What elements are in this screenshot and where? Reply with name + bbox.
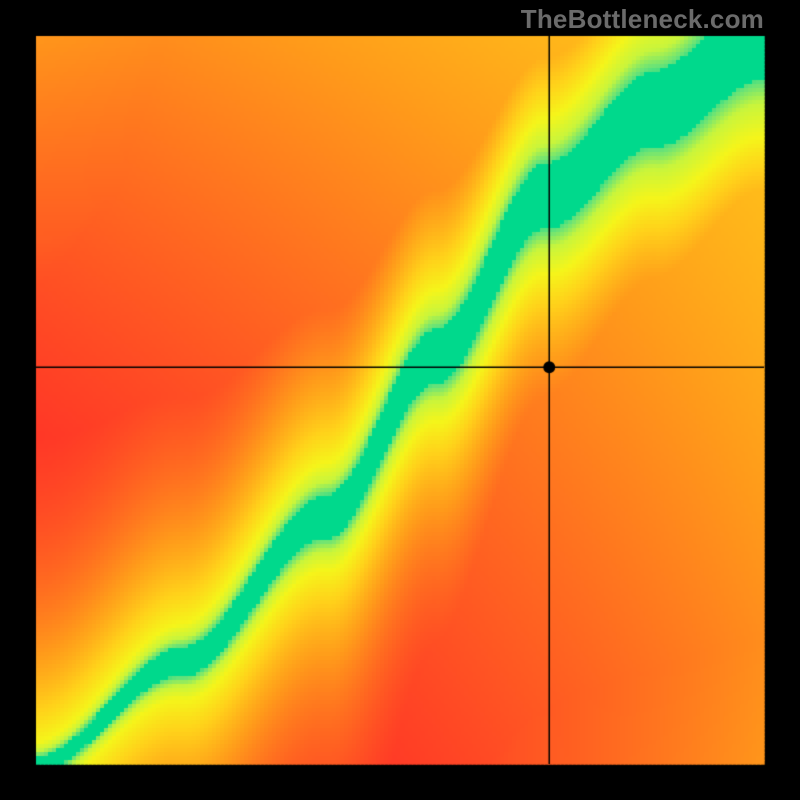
watermark-text: TheBottleneck.com (521, 4, 764, 35)
heatmap-canvas (0, 0, 800, 800)
chart-container: TheBottleneck.com (0, 0, 800, 800)
